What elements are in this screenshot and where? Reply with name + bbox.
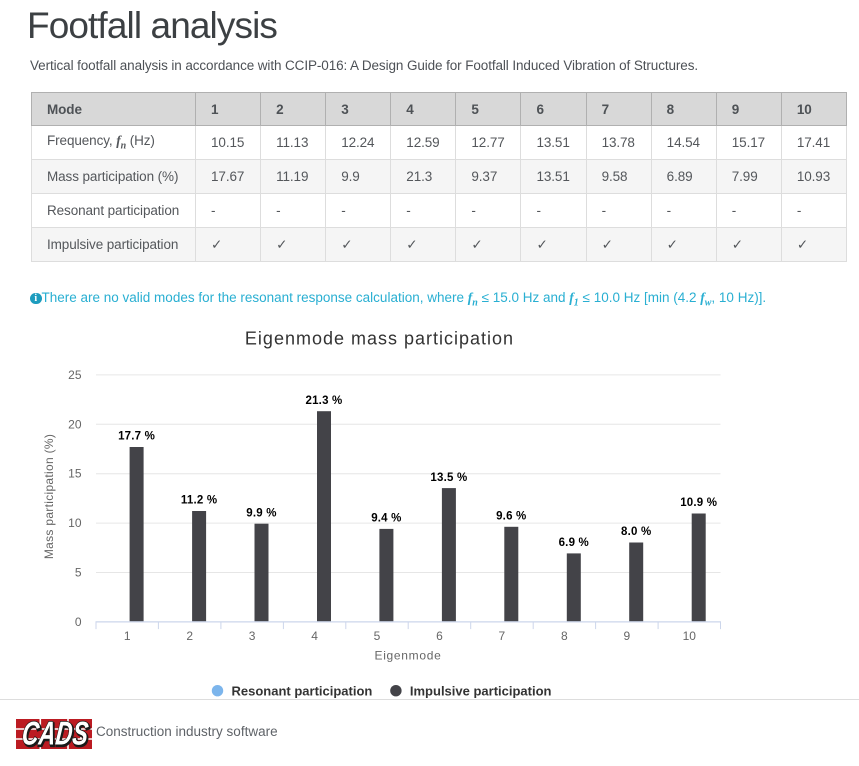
- svg-text:10: 10: [68, 516, 82, 530]
- svg-text:0: 0: [75, 615, 82, 629]
- svg-text:9.4 %: 9.4 %: [371, 513, 401, 525]
- svg-text:9.9 %: 9.9 %: [246, 507, 276, 519]
- svg-text:7: 7: [499, 629, 506, 643]
- svg-text:8.0 %: 8.0 %: [621, 526, 651, 538]
- svg-text:3: 3: [249, 629, 256, 643]
- svg-text:Eigenmode: Eigenmode: [374, 649, 441, 663]
- svg-text:17.7 %: 17.7 %: [118, 431, 155, 443]
- svg-text:2: 2: [186, 629, 193, 643]
- svg-text:13.5 %: 13.5 %: [430, 472, 467, 484]
- svg-text:Resonant participation: Resonant participation: [232, 684, 373, 699]
- svg-text:15: 15: [68, 467, 82, 481]
- svg-text:8: 8: [561, 629, 568, 643]
- svg-text:Eigenmode mass participation: Eigenmode mass participation: [245, 329, 514, 349]
- svg-text:9: 9: [623, 629, 630, 643]
- svg-text:4: 4: [311, 629, 318, 643]
- svg-text:CADS: CADS: [20, 719, 90, 749]
- svg-text:5: 5: [75, 566, 82, 580]
- svg-text:10: 10: [683, 629, 697, 643]
- svg-text:9.6 %: 9.6 %: [496, 511, 526, 523]
- svg-text:21.3 %: 21.3 %: [305, 395, 342, 407]
- svg-text:CADS: CADS: [21, 719, 91, 749]
- svg-text:Impulsive participation: Impulsive participation: [410, 684, 552, 699]
- svg-text:5: 5: [374, 629, 381, 643]
- svg-text:6: 6: [436, 629, 443, 643]
- svg-text:11.2 %: 11.2 %: [181, 495, 217, 507]
- svg-text:10.9 %: 10.9 %: [680, 497, 717, 509]
- svg-text:Mass participation (%): Mass participation (%): [42, 434, 56, 559]
- svg-text:25: 25: [68, 368, 82, 382]
- svg-text:20: 20: [68, 417, 82, 431]
- svg-text:1: 1: [124, 629, 131, 643]
- svg-text:6.9 %: 6.9 %: [559, 537, 589, 549]
